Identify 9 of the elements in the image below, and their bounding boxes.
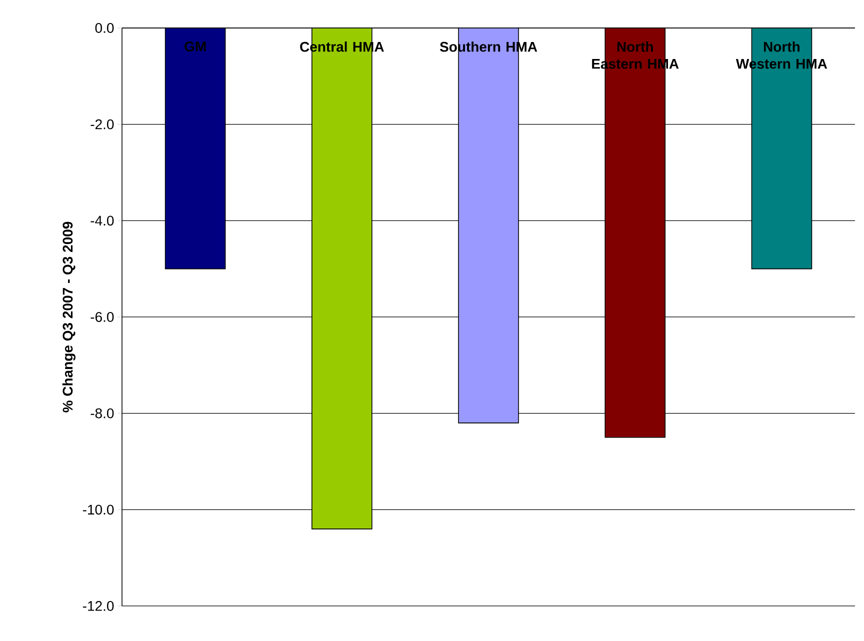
y-tick-label: -6.0 (90, 312, 114, 322)
y-tick-label: -4.0 (90, 216, 114, 226)
y-tick-label: -12.0 (82, 601, 114, 611)
x-tick-label: GM (184, 41, 206, 52)
y-tick-label: -8.0 (90, 408, 114, 418)
y-axis-title: % Change Q3 2007 - Q3 2009 (62, 222, 76, 412)
y-tick-label: 0.0 (95, 23, 114, 33)
y-tick-label: -10.0 (82, 504, 114, 515)
y-tick-label: -2.0 (90, 119, 114, 130)
